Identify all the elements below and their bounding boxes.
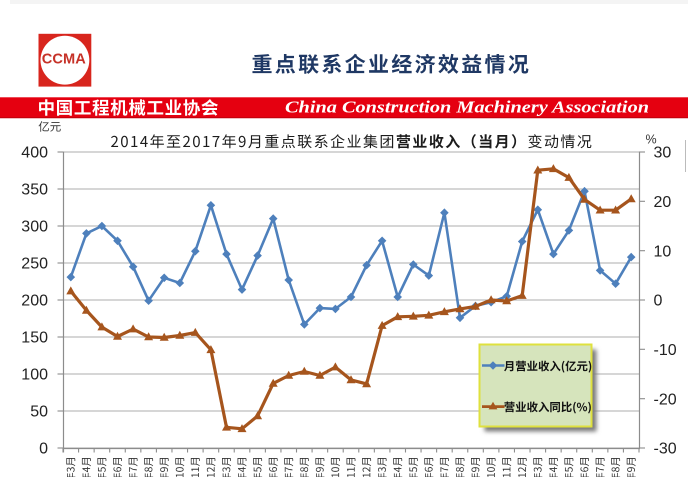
svg-text:250: 250 bbox=[21, 256, 48, 273]
svg-text:%: % bbox=[646, 133, 657, 147]
svg-text:150: 150 bbox=[21, 330, 48, 347]
svg-text:China Construction Machinery A: China Construction Machinery Association bbox=[285, 97, 649, 116]
svg-text:0: 0 bbox=[39, 441, 48, 458]
svg-text:-10: -10 bbox=[654, 342, 677, 359]
svg-text:-30: -30 bbox=[654, 441, 677, 458]
svg-text:100: 100 bbox=[21, 367, 48, 384]
svg-text:-20: -20 bbox=[654, 391, 677, 408]
svg-text:0: 0 bbox=[654, 293, 663, 310]
svg-text:50: 50 bbox=[30, 404, 48, 421]
svg-text:30: 30 bbox=[654, 145, 672, 162]
svg-text:10: 10 bbox=[654, 243, 672, 260]
svg-text:350: 350 bbox=[21, 182, 48, 199]
svg-text:400: 400 bbox=[21, 145, 48, 162]
svg-text:20: 20 bbox=[654, 194, 672, 211]
svg-text:200: 200 bbox=[21, 293, 48, 310]
svg-text:CCMA: CCMA bbox=[42, 52, 87, 68]
svg-text:300: 300 bbox=[21, 219, 48, 236]
